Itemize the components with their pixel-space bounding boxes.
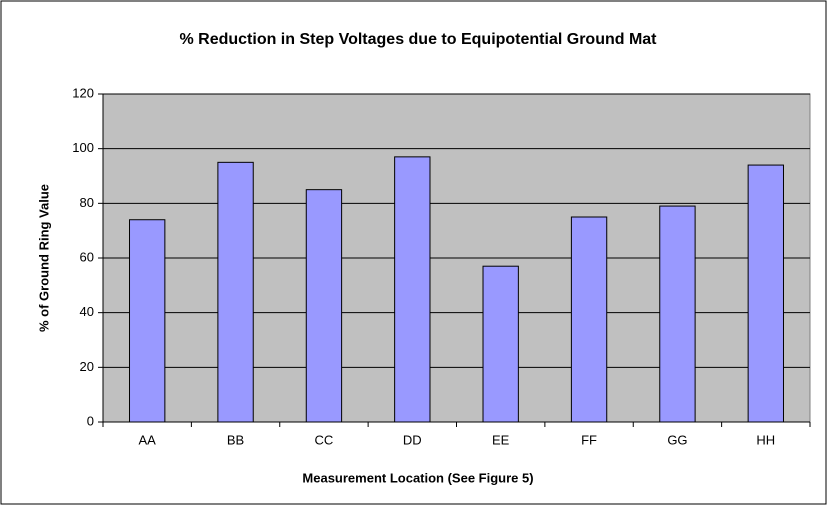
y-tick-label: 100 (72, 140, 94, 155)
y-tick-label: 0 (87, 413, 94, 428)
x-tick-label: CC (315, 432, 334, 447)
chart-title: % Reduction in Step Voltages due to Equi… (179, 31, 657, 48)
bar (394, 156, 431, 423)
x-tick-label: GG (667, 432, 687, 447)
x-tick-label: AA (139, 432, 157, 447)
x-tick-label: HH (756, 432, 775, 447)
y-axis-label: % of Ground Ring Value (36, 184, 51, 332)
y-tick-label: 20 (80, 359, 94, 374)
x-tick-label: BB (227, 432, 244, 447)
y-tick-label: 60 (80, 249, 94, 264)
y-tick-label: 80 (80, 195, 94, 210)
y-tick-label: 40 (80, 304, 94, 319)
y-tick-label: 120 (72, 85, 94, 100)
bar (747, 164, 784, 423)
bar (570, 216, 608, 423)
x-tick-label: EE (492, 432, 510, 447)
bar (659, 205, 696, 423)
x-tick-label: FF (581, 432, 597, 447)
bar (305, 189, 343, 423)
bar (482, 265, 519, 423)
bar (217, 161, 254, 423)
bar (129, 219, 166, 423)
x-tick-label: DD (403, 432, 422, 447)
x-axis-label: Measurement Location (See Figure 5) (302, 470, 533, 485)
